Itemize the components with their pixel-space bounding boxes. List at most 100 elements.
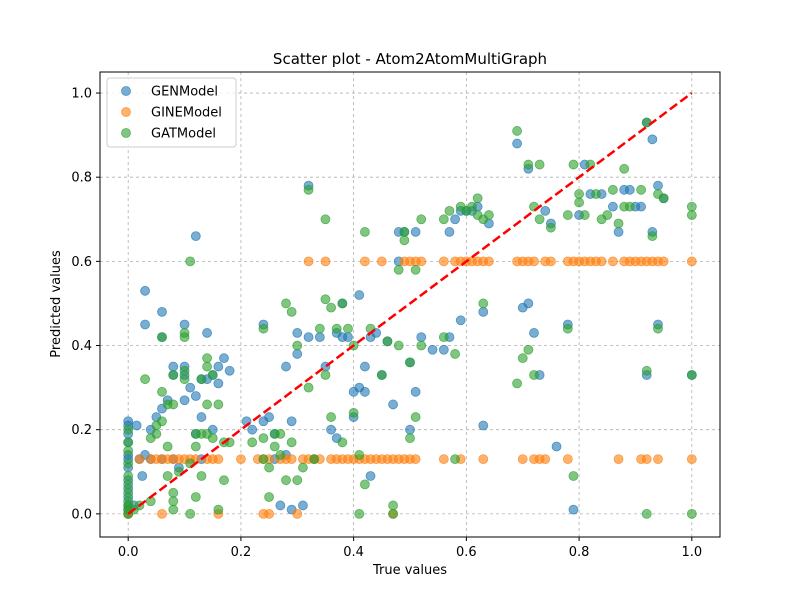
data-point [236,454,246,465]
data-point [168,370,179,380]
data-point [399,235,410,246]
data-point [438,344,449,355]
legend-marker [121,107,131,117]
data-point [416,332,427,343]
data-point [619,163,630,174]
data-point [298,500,308,511]
data-point [546,256,556,267]
data-point [275,500,286,511]
y-tick-label: 0.8 [71,171,92,186]
data-point [450,349,460,359]
reference-line [127,92,693,515]
data-point [157,386,167,397]
y-tick-label: 0.2 [71,423,92,438]
y-tick-label: 0.0 [71,507,92,522]
data-point [382,336,393,347]
data-point [438,454,449,465]
data-point [641,454,652,465]
legend-label: GINEModel [151,106,222,121]
data-point [653,180,663,191]
data-point [134,454,145,465]
data-point [292,475,303,486]
data-point [551,441,562,452]
data-point [658,193,669,204]
data-point [292,508,303,519]
data-point [309,454,320,465]
data-point [399,227,410,237]
data-point [393,340,404,351]
x-tick-label: 0.4 [343,545,364,560]
data-point [275,450,286,460]
data-point [202,328,212,338]
data-point [213,378,224,389]
data-point [478,298,489,309]
data-point [123,445,134,456]
data-point [264,462,274,473]
data-point [523,298,534,309]
data-point [303,256,314,267]
data-point [292,349,303,359]
data-point [292,328,303,338]
data-point [303,184,314,195]
data-point [258,323,269,334]
data-point [608,256,618,267]
data-point [168,487,179,498]
data-point [608,184,618,195]
y-axis-ticks: 0.0 0.2 0.4 0.6 0.8 1.0 [71,87,100,522]
data-point [517,454,528,465]
data-point [427,344,438,355]
legend-label: GENModel [151,85,218,100]
data-point [360,227,370,237]
data-point [354,290,365,300]
data-point [438,332,449,343]
data-point [314,332,325,343]
data-point [264,492,274,502]
data-point [303,332,314,343]
data-point [151,429,162,439]
data-point [264,508,274,519]
data-point [320,370,331,380]
data-point [157,416,167,427]
data-point [624,184,635,195]
data-point [123,416,134,427]
data-point [157,508,167,519]
data-point [168,504,179,515]
data-point [568,471,579,481]
data-point [596,256,607,267]
data-point [613,454,624,465]
data-point [286,416,297,427]
y-tick-label: 1.0 [71,87,92,102]
data-point [213,504,224,515]
data-point [326,424,336,435]
y-tick-label: 0.4 [71,339,92,354]
data-point [131,420,142,431]
data-point [179,374,190,385]
data-point [326,302,336,313]
data-point [523,159,534,170]
data-point [343,323,353,334]
data-point [123,424,134,435]
data-point [337,437,348,448]
data-point [636,184,646,195]
scatter-points [123,117,697,519]
data-point [140,374,150,385]
chart-title: Scatter plot - Atom2AtomMultiGraph [273,50,547,68]
data-point [213,361,224,372]
data-point [281,298,291,309]
data-point [190,231,201,242]
data-point [343,332,353,343]
data-point [286,306,297,317]
data-point [281,361,291,372]
data-point [162,471,173,481]
data-point [405,433,415,444]
data-point [647,134,658,145]
data-point [123,496,134,507]
legend-marker [121,128,131,138]
data-point [686,210,697,220]
data-point [168,361,179,372]
data-point [360,479,370,490]
data-point [438,256,449,267]
x-tick-label: 0.6 [456,545,477,560]
data-point [320,294,331,305]
data-point [416,214,427,225]
